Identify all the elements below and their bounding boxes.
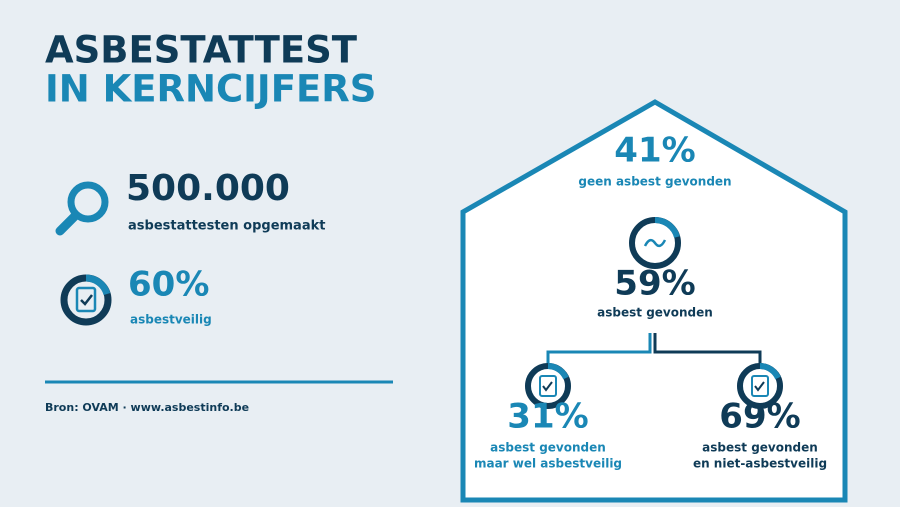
clipboard-icon <box>737 363 783 409</box>
house-label: asbest gevonden <box>597 306 713 320</box>
wave-icon <box>629 217 681 269</box>
house-label: maar wel asbestveilig <box>474 457 622 471</box>
tree-lines <box>546 333 762 366</box>
house-value: 59% <box>614 264 695 304</box>
house-label: geen asbest gevonden <box>578 175 731 189</box>
stat-value: 60% <box>128 265 209 305</box>
stat-label: asbestattesten opgemaakt <box>128 219 325 234</box>
house-value: 69% <box>719 397 800 437</box>
house-label: en niet-asbestveilig <box>693 457 827 471</box>
house-label: asbest gevonden <box>490 441 606 455</box>
stat-label: asbestveilig <box>130 313 212 327</box>
house-label: asbest gevonden <box>702 441 818 455</box>
title: IN KERNCIJFERS <box>45 68 376 111</box>
clipboard-icon <box>60 274 112 326</box>
title: ASBESTATTEST <box>45 29 358 72</box>
source: Bron: OVAM · www.asbestinfo.be <box>45 401 249 414</box>
stat-value: 500.000 <box>126 168 290 209</box>
clipboard-icon <box>525 363 571 409</box>
magnifier-icon <box>55 181 109 236</box>
house-value: 41% <box>614 131 695 171</box>
house-value: 31% <box>507 397 588 437</box>
